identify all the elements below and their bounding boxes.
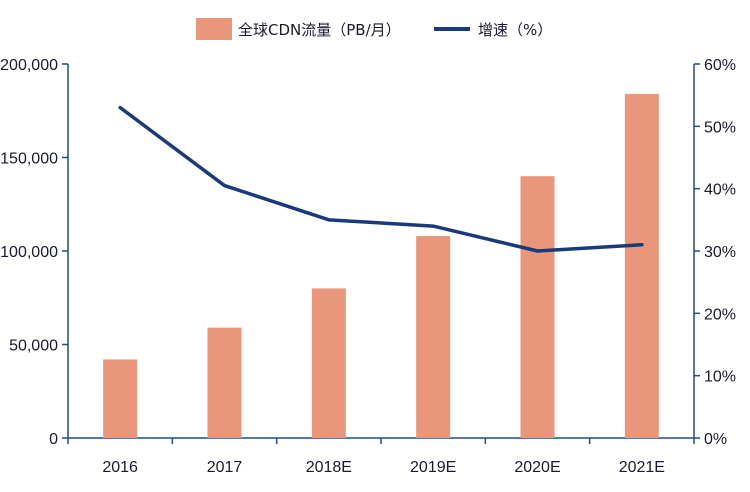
x-tick-label: 2019E	[410, 459, 456, 476]
growth-point-2018E	[327, 218, 331, 222]
bar-2020E	[520, 176, 555, 438]
y-left-tick-label: 150,000	[0, 151, 58, 168]
growth-point-2020E	[536, 249, 539, 253]
growth-point-2019E	[431, 224, 435, 228]
x-tick-label: 2020E	[514, 459, 560, 476]
y-left-tick-label: 50,000	[9, 338, 58, 355]
x-tick-label: 2018E	[306, 459, 352, 476]
legend-line-label: 增速（%）	[478, 21, 552, 39]
legend-bar-label: 全球CDN流量（PB/月）	[238, 21, 401, 39]
bar-2021E	[624, 93, 659, 439]
y-right-tick-label: 30%	[704, 244, 736, 261]
x-tick-label: 2021E	[619, 459, 665, 476]
growth-line	[118, 105, 644, 253]
growth-point-2021E	[640, 243, 644, 247]
y-right-tick-label: 40%	[704, 182, 736, 199]
bar-2016	[103, 359, 138, 438]
bars	[103, 93, 659, 439]
axes: 0 50,000 100,000 150,000 200,000 0% 10% 20% 30% 4…	[0, 57, 736, 476]
growth-point-2016	[118, 106, 122, 110]
x-tick-label: 2016	[102, 459, 138, 476]
y-left-tick-label: 100,000	[0, 244, 58, 261]
bar-2019E	[416, 236, 451, 438]
y-right-tick-label: 60%	[704, 57, 736, 74]
legend-bar-swatch	[196, 18, 232, 40]
y-right-tick-label: 0%	[704, 431, 727, 448]
y-right-tick-label: 50%	[704, 119, 736, 136]
growth-polyline	[118, 105, 644, 253]
bar-2017	[207, 327, 242, 438]
legend: 全球CDN流量（PB/月） 增速（%）	[196, 18, 552, 40]
growth-point-2017	[223, 184, 226, 188]
x-tick-label: 2017	[207, 459, 243, 476]
y-left-tick-label: 0	[49, 431, 58, 448]
y-right-tick-label: 20%	[704, 306, 736, 323]
y-left-tick-label: 200,000	[0, 57, 58, 74]
bar-2018E	[311, 288, 346, 438]
y-right-tick-label: 10%	[704, 369, 736, 386]
